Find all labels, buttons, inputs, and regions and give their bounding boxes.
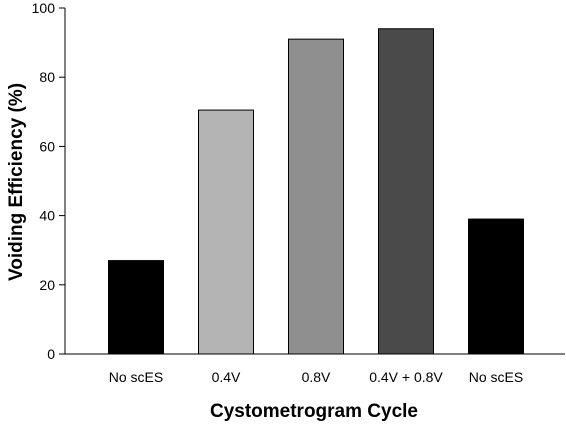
bar-2 xyxy=(198,109,254,355)
bar-4 xyxy=(378,28,434,355)
x-tick-labels: No scES 0.4V 0.8V 0.4V + 0.8V No scES xyxy=(109,369,523,385)
x-axis-title: Cystometrogram Cycle xyxy=(210,401,418,422)
y-tick-label: 100 xyxy=(32,0,56,16)
bar-1 xyxy=(108,260,164,355)
y-tick-label: 20 xyxy=(39,277,55,293)
x-tick-label: 0.4V xyxy=(212,369,241,385)
y-tick-label: 40 xyxy=(39,208,55,224)
bar-3 xyxy=(288,38,344,355)
x-tick-label: 0.8V xyxy=(302,369,331,385)
x-tick-label: No scES xyxy=(109,369,163,385)
y-tick-label: 80 xyxy=(39,69,55,85)
y-tick-label: 0 xyxy=(47,346,55,362)
y-tick-labels: 0 20 40 60 80 100 xyxy=(32,0,56,362)
x-tick-label: 0.4V + 0.8V xyxy=(369,369,443,385)
x-tick-label: No scES xyxy=(469,369,523,385)
bars xyxy=(108,28,524,355)
y-tick-label: 60 xyxy=(39,138,55,154)
bar-5 xyxy=(468,218,524,355)
y-axis-title: Voiding Efficiency (%) xyxy=(6,83,27,281)
